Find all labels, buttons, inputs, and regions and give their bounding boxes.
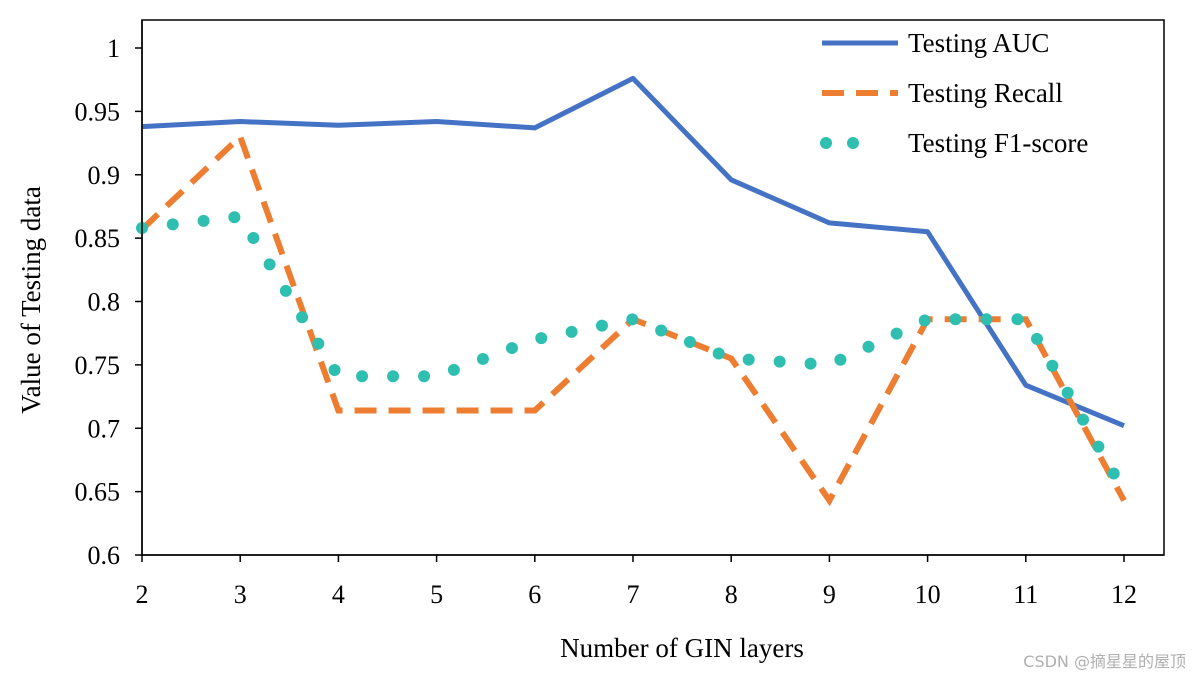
series-line-testing-f1-score — [136, 210, 1130, 498]
x-tick-label: 2 — [136, 580, 149, 609]
x-tick-label: 5 — [430, 580, 443, 609]
x-axis-title: Number of GIN layers — [560, 633, 804, 663]
y-axis-title: Value of Testing data — [16, 186, 46, 414]
watermark: CSDN @摘星星的屋顶 — [1023, 652, 1186, 671]
legend: Testing AUC Testing Recall Testing F1-scor… — [820, 28, 1088, 158]
y-tick-label: 0.65 — [75, 478, 121, 507]
x-tick-label: 9 — [823, 580, 836, 609]
x-tick-label: 7 — [627, 580, 640, 609]
legend-label-testing-f1-score: Testing F1-score — [908, 128, 1088, 158]
x-tick-label: 12 — [1111, 580, 1137, 609]
series-line-testing-auc — [141, 75, 1125, 429]
x-tick-label: 11 — [1013, 580, 1038, 609]
y-tick-label: 0.8 — [88, 288, 121, 317]
series-layer — [136, 75, 1130, 507]
y-tick-label: 0.9 — [88, 161, 121, 190]
y-tick-label: 0.95 — [75, 97, 121, 126]
x-tick-label: 3 — [234, 580, 247, 609]
y-tick-label: 0.75 — [75, 351, 121, 380]
y-tick-label: 0.6 — [88, 541, 121, 570]
ticks-layer: 2 3 4 5 6 7 8 9 10 11 12 0.6 0.65 0.7 0.75 0.8 0.85 0.9 0.… — [75, 34, 1138, 609]
y-tick-label: 0.7 — [88, 414, 121, 443]
x-tick-label: 4 — [332, 580, 345, 609]
axes-layer — [141, 20, 1164, 556]
x-tick-label: 6 — [528, 580, 541, 609]
legend-label-testing-auc: Testing AUC — [908, 28, 1049, 58]
y-tick-label: 0.85 — [75, 224, 121, 253]
x-tick-label: 10 — [915, 580, 941, 609]
legend-label-testing-recall: Testing Recall — [908, 78, 1063, 108]
y-tick-label: 1 — [107, 34, 120, 63]
x-tick-label: 8 — [725, 580, 738, 609]
